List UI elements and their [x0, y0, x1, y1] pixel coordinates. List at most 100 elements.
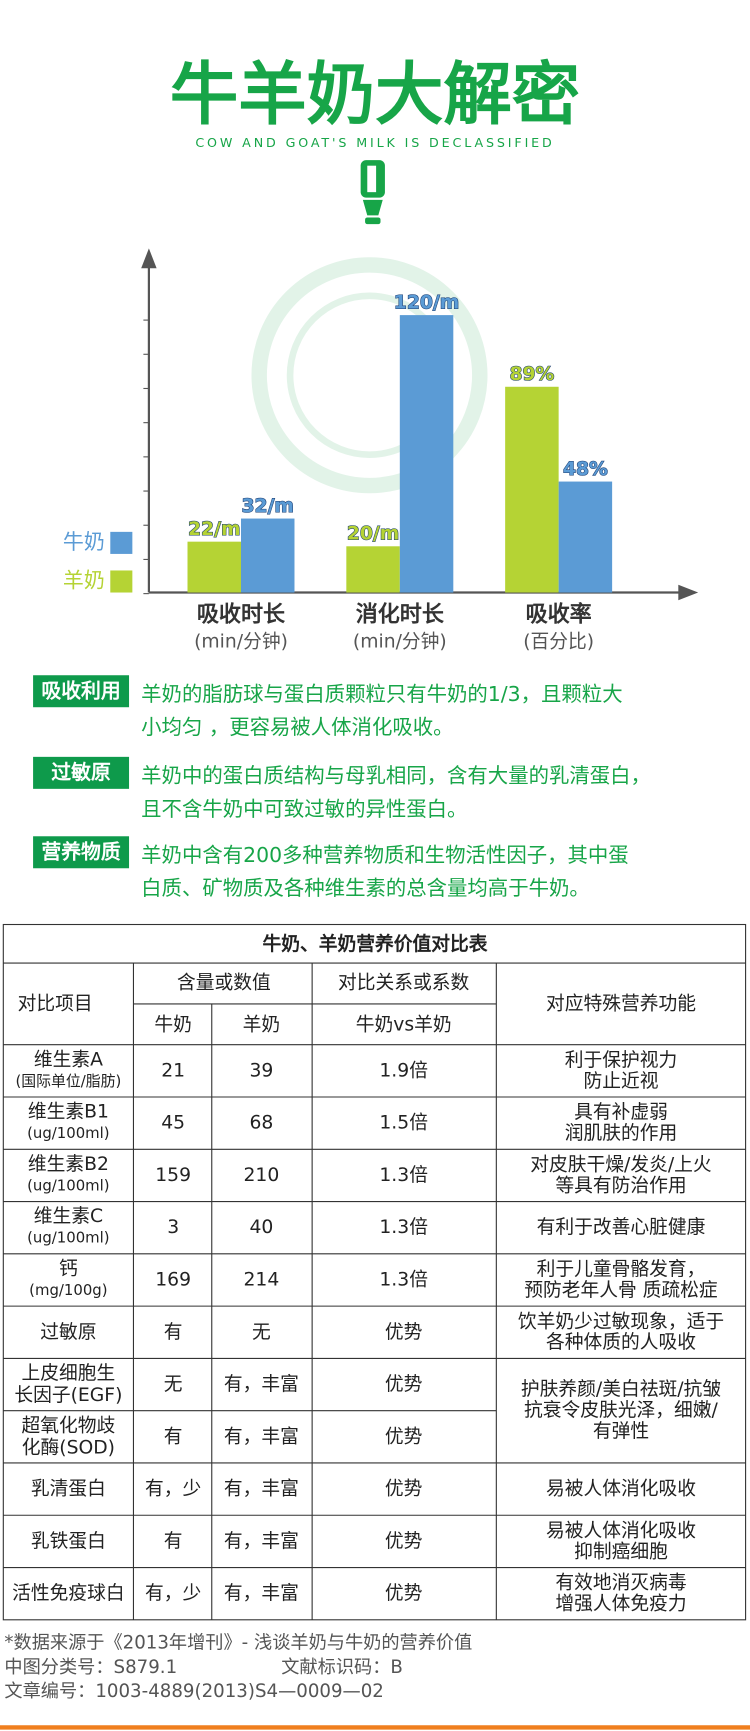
note-text: 羊奶中的蛋白质结构与母乳相同，含有大量的乳清蛋白， — [141, 764, 651, 788]
table-text: 39 — [249, 1060, 273, 1081]
table-text: 159 — [155, 1165, 191, 1186]
note-tag: 过敏原 — [51, 761, 111, 784]
table-text: 对皮肤干燥/发炎/上火 — [530, 1153, 712, 1175]
table-text: 1.9倍 — [379, 1059, 428, 1081]
table-text: 乳铁蛋白 — [31, 1530, 106, 1552]
table-text: 化酶(SOD) — [22, 1436, 115, 1458]
table-text: 无 — [252, 1322, 271, 1343]
table-text: 1.3倍 — [379, 1164, 428, 1186]
category-label: 消化时长 — [356, 602, 445, 628]
value-label: 120/m — [394, 292, 460, 313]
x-axis-arrow — [678, 584, 699, 601]
table-text: 利于儿童骨骼发育， — [537, 1258, 706, 1280]
table-text: 210 — [243, 1165, 279, 1186]
table-text: 1.3倍 — [379, 1268, 428, 1290]
y-axis-arrow — [141, 248, 157, 269]
table-text: 优势 — [385, 1582, 423, 1604]
bar — [346, 546, 400, 593]
table-text: 具有补虚弱 — [574, 1101, 668, 1123]
table-text: 无 — [164, 1374, 183, 1395]
note-tag: 吸收利用 — [41, 679, 120, 702]
table-text: 有，丰富 — [224, 1582, 299, 1604]
table-text: 有，少 — [145, 1478, 201, 1500]
table-text: 维生素B2 — [28, 1153, 109, 1175]
value-label: 48% — [563, 459, 608, 480]
bar — [505, 386, 559, 593]
subtitle: COW AND GOAT'S MILK IS DECLASSIFIED — [195, 135, 554, 150]
table-text: 维生素A — [34, 1048, 103, 1070]
table-text: (mg/100g) — [29, 1281, 107, 1299]
table-text: 有弹性 — [593, 1420, 649, 1442]
table-text: 有 — [164, 1425, 183, 1447]
table-text: 易被人体消化吸收 — [546, 1519, 696, 1541]
table-text: 对比关系或系数 — [338, 971, 469, 993]
table-text: 上皮细胞生 — [22, 1362, 116, 1384]
table-text: 钙 — [59, 1257, 78, 1279]
legend-swatch — [110, 531, 133, 554]
table-text: 护肤养颜/美白祛斑/抗皱 — [521, 1378, 721, 1400]
legend-swatch — [110, 570, 133, 593]
value-label: 22/m — [188, 519, 240, 540]
table-text: 169 — [155, 1269, 191, 1290]
table-text: 优势 — [385, 1321, 423, 1343]
table-text: 21 — [161, 1060, 185, 1081]
table-text: 1.3倍 — [379, 1216, 428, 1238]
note-text: 羊奶的脂肪球与蛋白质颗粒只有牛奶的1/3，且颗粒大 — [141, 682, 622, 706]
category-label: 吸收率 — [526, 602, 592, 628]
note-tag: 营养物质 — [41, 840, 121, 863]
table-text: 超氧化物歧 — [22, 1414, 116, 1436]
footer-text: 文章编号：1003-4889(2013)S4—0009—02 — [4, 1681, 383, 1702]
table-text: (ug/100ml) — [27, 1229, 110, 1247]
table-text: 防止近视 — [583, 1070, 658, 1092]
category-unit: (min/分钟) — [194, 631, 288, 653]
table-text: 牛奶、羊奶营养价值对比表 — [263, 932, 488, 955]
table-text: 优势 — [385, 1478, 423, 1500]
table-text: 40 — [249, 1217, 273, 1238]
note-text: 且不含牛奶中可致过敏的异性蛋白。 — [141, 797, 467, 821]
table-text: 抑制癌细胞 — [574, 1540, 668, 1562]
value-label: 32/m — [241, 496, 293, 517]
table-text: (国际单位/脂肪) — [15, 1072, 121, 1090]
table-text: 1.5倍 — [379, 1112, 428, 1134]
table-text: 优势 — [385, 1373, 423, 1395]
table-text: 抗衰令皮肤光泽，细嫩/ — [524, 1399, 718, 1421]
table-text: 含量或数值 — [177, 971, 271, 993]
table-text: 利于保护视力 — [565, 1049, 678, 1071]
table-text: 易被人体消化吸收 — [546, 1478, 696, 1500]
table-text: 有利于改善心脏健康 — [537, 1216, 706, 1238]
value-label: 89% — [509, 364, 554, 385]
table-text: 羊奶 — [243, 1013, 280, 1035]
table-text: 牛奶vs羊奶 — [356, 1013, 452, 1035]
table-text: 45 — [161, 1113, 185, 1134]
note-text: 小均匀 ，更容易被人体消化吸收。 — [141, 715, 453, 739]
table-text: 乳清蛋白 — [31, 1478, 106, 1500]
table-text: 有，丰富 — [224, 1530, 299, 1552]
table-text: 有，丰富 — [224, 1373, 299, 1395]
table-text: 有效地消灭病毒 — [555, 1572, 686, 1594]
table-text: 增强人体免疫力 — [555, 1593, 686, 1615]
table-text: 有 — [164, 1321, 183, 1343]
legend-label: 牛奶 — [63, 530, 105, 554]
bar — [240, 518, 295, 593]
footer-text: 中图分类号：S879.1 — [4, 1657, 177, 1678]
footer-text: 文献标识码：B — [281, 1657, 403, 1678]
table-text: 有 — [164, 1530, 183, 1552]
note-text: 白质、矿物质及各种维生素的总含量均高于牛奶。 — [141, 876, 590, 900]
bottle-icon — [360, 160, 385, 225]
table-text: (ug/100ml) — [27, 1124, 110, 1142]
table-text: 有，丰富 — [224, 1425, 299, 1447]
table-text: 润肌肤的作用 — [565, 1122, 678, 1144]
value-label: 20/m — [347, 524, 399, 545]
table-text: 对比项目 — [18, 992, 93, 1014]
table-text: 维生素B1 — [28, 1101, 109, 1123]
table-text: 等具有防治作用 — [555, 1174, 686, 1196]
table-text: 过敏原 — [40, 1321, 96, 1343]
table-text: 214 — [243, 1269, 279, 1290]
table-text: 优势 — [385, 1425, 423, 1447]
table-text: 饮羊奶少过敏现象，适于 — [518, 1310, 724, 1332]
bar — [399, 315, 454, 593]
note-tag-bg — [33, 756, 130, 789]
table-text: 活性免疫球白 — [12, 1582, 125, 1604]
